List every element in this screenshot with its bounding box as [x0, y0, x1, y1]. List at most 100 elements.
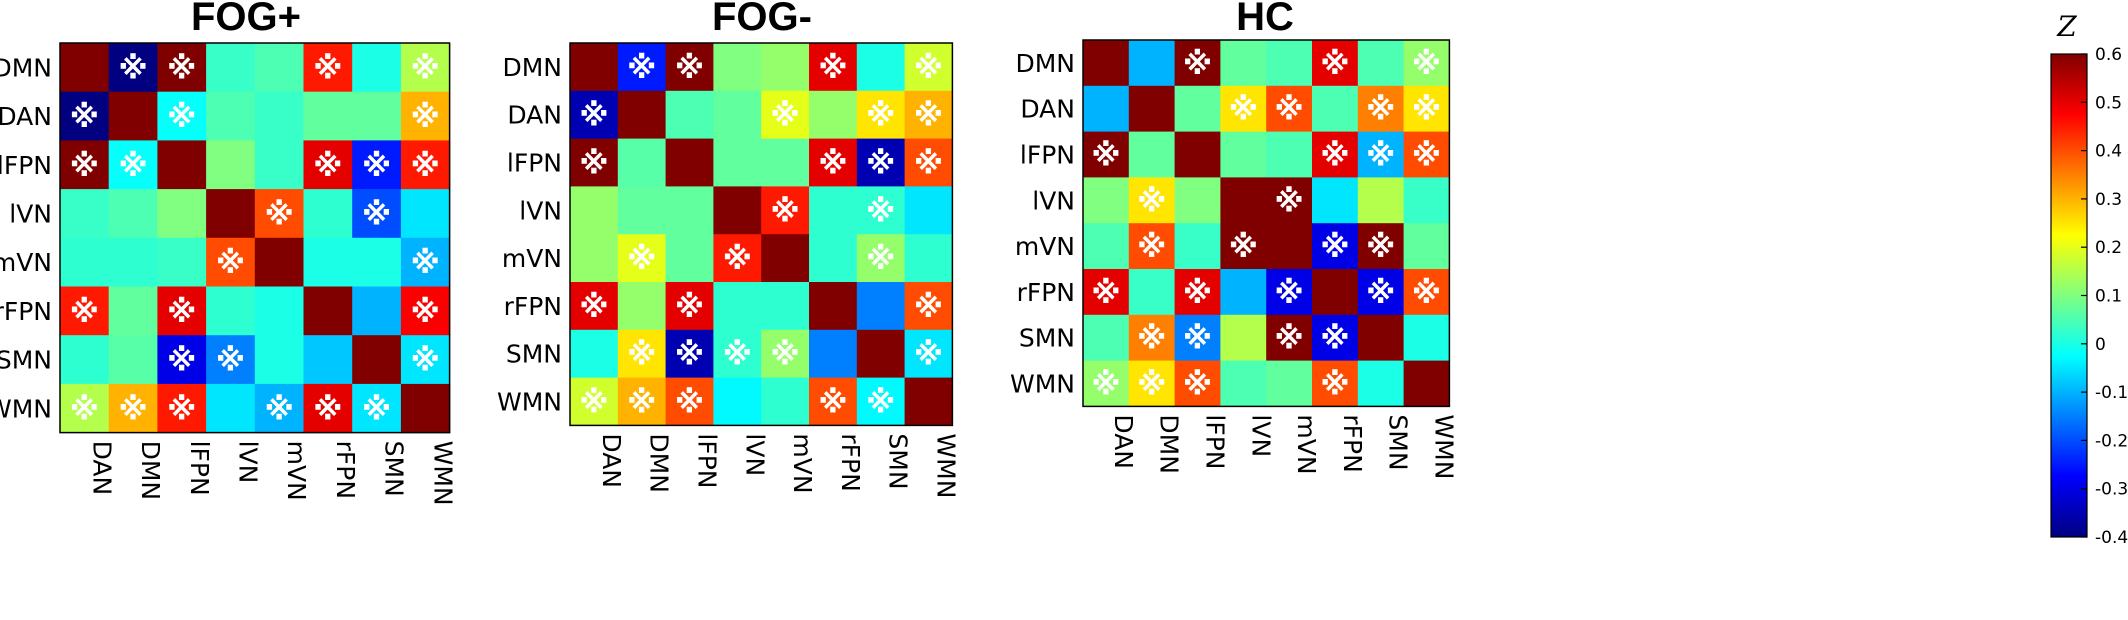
heatmap-cell	[206, 286, 256, 336]
heatmap-cell	[1083, 85, 1130, 133]
heatmap-cell	[254, 140, 305, 190]
significance-marker: ※	[675, 290, 704, 325]
heatmap-cell	[570, 43, 619, 92]
significance-marker: ※	[1412, 93, 1441, 128]
heatmap-cell	[617, 138, 667, 187]
heatmap-cell	[1266, 223, 1313, 270]
heatmap-cell	[617, 377, 667, 426]
heatmap-cell	[1312, 40, 1359, 87]
heatmap-cell	[617, 186, 667, 235]
row-label: WMN	[1010, 370, 1075, 399]
heatmap-cell	[1403, 131, 1450, 178]
matrix-frame	[1082, 39, 1451, 408]
heatmap-cell	[157, 189, 207, 239]
heatmap-cell	[60, 91, 110, 141]
heatmap-cell	[60, 140, 110, 190]
row-label: WMN	[497, 388, 562, 417]
heatmap-cell	[1128, 314, 1176, 362]
significance-marker: ※	[627, 386, 656, 421]
heatmap-cell	[1220, 131, 1267, 178]
significance-marker: ※	[627, 51, 656, 86]
heatmap-cell	[400, 43, 451, 93]
heatmap-cell	[570, 282, 619, 331]
heatmap-cell	[60, 189, 110, 239]
heatmap-cell	[570, 377, 619, 426]
heatmap-cell	[1357, 131, 1405, 178]
colorbar-tick-label: -0.3	[2095, 480, 2128, 500]
heatmap-cell	[1312, 269, 1359, 316]
heatmap-cell	[157, 43, 207, 93]
heatmap-panel-2: FOG-※ ※ ※ ※※ ※ ※ ※※ ※ ※ ※※ ※※ ※ ※※ ※ ※※ ※ ※ ※ ※※ ※ ※ ※ ※DMNDAN…	[497, 0, 961, 498]
significance-marker: ※	[1366, 230, 1395, 265]
column-label: rFPN	[1338, 414, 1367, 472]
row-label: mVN	[0, 248, 52, 277]
heatmap-cell	[809, 138, 858, 187]
heatmap-cell	[108, 335, 158, 385]
column-label: DMN	[645, 433, 674, 493]
significance-marker: ※	[723, 338, 752, 373]
significance-marker: ※	[411, 100, 440, 135]
heatmap-cell	[1357, 314, 1405, 362]
colorbar-tick-label: 0	[2095, 335, 2106, 355]
significance-marker: ※	[1275, 93, 1304, 128]
significance-marker: ※	[216, 246, 245, 281]
heatmap-cell	[303, 335, 353, 385]
heatmap-cell	[1403, 314, 1450, 362]
heatmap-panel-1: FOG+ ※ ※ ※ ※ ※ ※ ※ ※ ※ ※ ※ ※ ※ ※ ※ ※ ※ ※ ※ ※ ※ ※ ※ ※ ※ ※ ※ ※ DMN DAN lF…	[0, 0, 457, 506]
heatmap-cell	[1403, 223, 1450, 270]
significance-marker: ※	[1091, 139, 1120, 174]
heatmap-cell	[1266, 177, 1313, 224]
heatmap-cell	[1083, 360, 1130, 407]
significance-marker: ※	[118, 51, 147, 86]
heatmap-cell	[1128, 85, 1176, 133]
row-label: DAN	[0, 102, 52, 131]
heatmap-cell	[60, 237, 110, 288]
significance-marker: ※	[1412, 276, 1441, 311]
heatmap-cell	[206, 189, 256, 239]
heatmap-cell	[157, 383, 207, 434]
heatmap-cell	[206, 237, 256, 288]
row-label: DMN	[0, 53, 52, 82]
heatmap-cell	[1128, 269, 1176, 316]
significance-marker: ※	[362, 149, 391, 184]
significance-marker: ※	[1183, 276, 1212, 311]
heatmap-cell	[352, 189, 402, 239]
heatmap-cell	[665, 90, 714, 140]
heatmap-cell	[206, 140, 256, 190]
significance-marker: ※	[411, 149, 440, 184]
heatmap-cell	[809, 282, 858, 331]
heatmap-cell	[617, 282, 667, 331]
row-label: lVN	[519, 196, 562, 225]
heatmap-cell	[254, 43, 305, 93]
significance-marker: ※	[675, 51, 704, 86]
heatmap-cell	[1357, 223, 1405, 270]
significance-marker: ※	[771, 194, 800, 229]
heatmap-cell	[352, 383, 402, 434]
significance-marker: ※	[265, 197, 294, 232]
heatmap-cell	[206, 43, 256, 93]
row-label: mVN	[502, 244, 562, 273]
heatmap-cell	[1220, 360, 1267, 407]
heatmap-cell	[303, 237, 353, 288]
column-label: rFPN	[331, 441, 360, 499]
heatmap-cell	[761, 186, 810, 235]
heatmap-cell	[1266, 269, 1313, 316]
heatmap-cell	[157, 335, 207, 385]
colorbar-tick-label: 0.2	[2095, 238, 2122, 258]
significance-marker: ※	[771, 338, 800, 373]
significance-marker: ※	[411, 295, 440, 330]
heatmap-cell	[904, 377, 953, 426]
column-label: mVN	[1292, 414, 1321, 474]
heatmap-cell	[1266, 40, 1313, 87]
significance-marker: ※	[70, 295, 99, 330]
heatmap-cell	[617, 90, 667, 140]
heatmap-cell	[665, 43, 714, 92]
significance-marker: ※	[1137, 322, 1166, 357]
significance-marker: ※	[313, 392, 342, 427]
heatmap-cell	[400, 189, 451, 239]
heatmap-cell	[809, 43, 858, 92]
heatmap-cell	[1312, 360, 1359, 407]
matrix-frame	[569, 42, 954, 427]
heatmap-cell	[904, 234, 953, 283]
